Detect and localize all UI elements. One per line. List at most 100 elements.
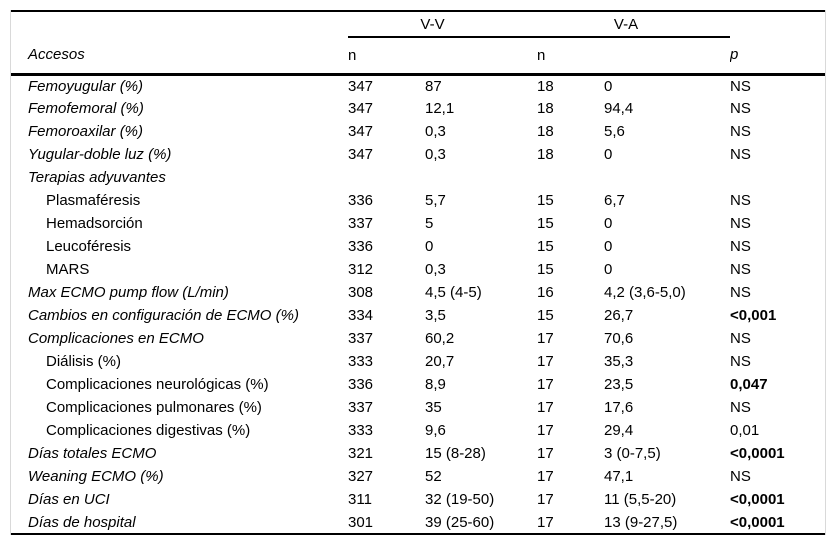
va-n-value: 15 — [537, 238, 554, 255]
va-n-value: 15 — [537, 261, 554, 278]
va-value: 0 — [604, 238, 613, 255]
vv-value: 39 (25-60) — [425, 513, 495, 531]
va-value: 94,4 — [604, 100, 634, 117]
p-value: NS — [730, 261, 751, 278]
vv-n-value: 336 — [348, 192, 374, 209]
vv-value: 0,3 — [425, 123, 446, 140]
vv-n-value: 337 — [348, 215, 374, 232]
p-value: 0,01 — [730, 422, 760, 439]
vv-value: 60,2 — [425, 330, 455, 347]
row-label: Leucoféresis — [46, 238, 132, 255]
va-value: 29,4 — [604, 422, 634, 439]
table-row: Complicaciones digestivas (%) 333 9,6 17… — [11, 419, 825, 442]
vv-value: 32 (19-50) — [425, 491, 495, 508]
row-label: MARS — [46, 261, 90, 278]
row-label: Días en UCI — [28, 491, 110, 508]
vv-n-value: 327 — [348, 468, 374, 485]
table-row: Femoroaxilar (%) 347 0,3 18 5,6 NS — [11, 120, 825, 143]
vv-value: 0,3 — [425, 261, 446, 278]
table-row: Complicaciones en ECMO 337 60,2 17 70,6 … — [11, 327, 825, 350]
va-value: 47,1 — [604, 468, 634, 485]
subheader-row: Accesos n n p — [11, 37, 825, 76]
va-value: 35,3 — [604, 353, 634, 370]
va-value: 0 — [604, 77, 613, 95]
table-row: Femofemoral (%) 347 12,1 18 94,4 NS — [11, 97, 825, 120]
table-body: Femoyugular (%) 347 87 18 0 NS Femofemor… — [11, 74, 825, 534]
accesos-header: Accesos — [11, 37, 348, 76]
vv-n-value: 333 — [348, 353, 374, 370]
vv-n-value: 336 — [348, 376, 374, 393]
va-value: 0 — [604, 261, 613, 278]
p-value: NS — [730, 215, 751, 232]
table-row: MARS 312 0,3 15 0 NS — [11, 258, 825, 281]
table-row: Leucoféresis 336 0 15 0 NS — [11, 235, 825, 258]
table-row: Complicaciones neurológicas (%) 336 8,9 … — [11, 373, 825, 396]
vv-value: 5 — [425, 215, 434, 232]
va-n-value: 17 — [537, 491, 554, 508]
va-value — [604, 166, 730, 189]
vv-n-value: 301 — [348, 513, 374, 531]
row-label: Complicaciones en ECMO — [28, 330, 204, 347]
row-label: Diálisis (%) — [46, 353, 121, 370]
empty-header-cell — [604, 37, 730, 76]
va-n-value: 17 — [537, 399, 554, 416]
vv-value: 52 — [425, 468, 442, 485]
vv-value: 35 — [425, 399, 442, 416]
row-label: Días de hospital — [28, 513, 136, 531]
table-header: V-V V-A Accesos n n p — [11, 11, 825, 76]
row-label: Cambios en configuración de ECMO (%) — [28, 307, 299, 324]
vv-value: 15 (8-28) — [425, 445, 486, 462]
vv-n-value: 312 — [348, 261, 374, 278]
empty-header-cell — [425, 37, 537, 76]
vv-value: 20,7 — [425, 353, 455, 370]
va-n-value: 17 — [537, 422, 554, 439]
va-value: 3 (0-7,5) — [604, 445, 661, 462]
row-label: Weaning ECMO (%) — [28, 468, 164, 485]
row-label: Femoyugular (%) — [28, 77, 144, 95]
vv-n-value: 347 — [348, 123, 374, 140]
va-n-value: 17 — [537, 513, 554, 531]
vv-n-value: 321 — [348, 445, 374, 462]
vv-n-value: 337 — [348, 330, 374, 347]
p-value: NS — [730, 146, 751, 163]
vv-value: 8,9 — [425, 376, 446, 393]
va-value: 6,7 — [604, 192, 625, 209]
p-value: NS — [730, 330, 751, 347]
row-label: Días totales ECMO — [28, 445, 157, 462]
vv-n-value: 347 — [348, 77, 374, 95]
va-value: 0 — [604, 146, 613, 163]
empty-header-cell — [730, 11, 825, 37]
p-value — [730, 166, 825, 189]
vv-n-value: 334 — [348, 307, 374, 324]
p-value: NS — [730, 77, 751, 95]
table-row: Complicaciones pulmonares (%) 337 35 17 … — [11, 396, 825, 419]
p-value: 0,047 — [730, 376, 768, 393]
vv-value — [425, 166, 537, 189]
va-n-value — [537, 166, 604, 189]
row-label: Complicaciones pulmonares (%) — [46, 399, 262, 416]
vv-value: 12,1 — [425, 100, 455, 117]
table-row: Hemadsorción 337 5 15 0 NS — [11, 212, 825, 235]
p-value: <0,0001 — [730, 445, 785, 462]
p-value: <0,0001 — [730, 513, 785, 531]
p-value: NS — [730, 353, 751, 370]
row-label: Femoroaxilar (%) — [28, 123, 144, 140]
p-value: NS — [730, 399, 751, 416]
va-value: 11 (5,5-20) — [604, 491, 677, 508]
column-group-vv: V-V — [348, 11, 537, 38]
va-n-value: 16 — [537, 284, 554, 301]
p-value: <0,0001 — [730, 491, 785, 508]
vv-n-value — [348, 166, 425, 189]
va-n-value: 17 — [537, 330, 554, 347]
va-value: 17,6 — [604, 399, 634, 416]
table-row: Cambios en configuración de ECMO (%) 334… — [11, 304, 825, 327]
table-row: Weaning ECMO (%) 327 52 17 47,1 NS — [11, 465, 825, 488]
va-n-value: 18 — [537, 77, 554, 95]
vv-value: 87 — [425, 77, 442, 95]
va-value: 13 (9-27,5) — [604, 513, 678, 531]
row-label: Yugular-doble luz (%) — [28, 146, 172, 163]
vv-value: 5,7 — [425, 192, 446, 209]
table-row: Plasmaféresis 336 5,7 15 6,7 NS — [11, 189, 825, 212]
vv-n-value: 336 — [348, 238, 374, 255]
